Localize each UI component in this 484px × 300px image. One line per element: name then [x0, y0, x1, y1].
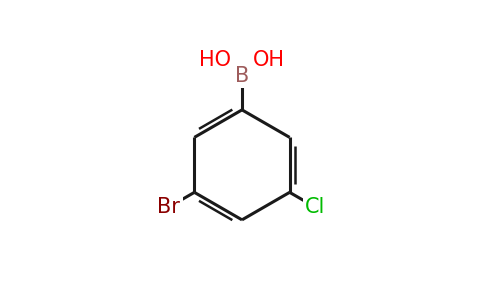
Text: Cl: Cl	[305, 197, 326, 217]
Text: OH: OH	[253, 50, 285, 70]
Text: HO: HO	[199, 50, 231, 70]
Text: Br: Br	[157, 197, 180, 217]
Text: B: B	[235, 66, 249, 86]
